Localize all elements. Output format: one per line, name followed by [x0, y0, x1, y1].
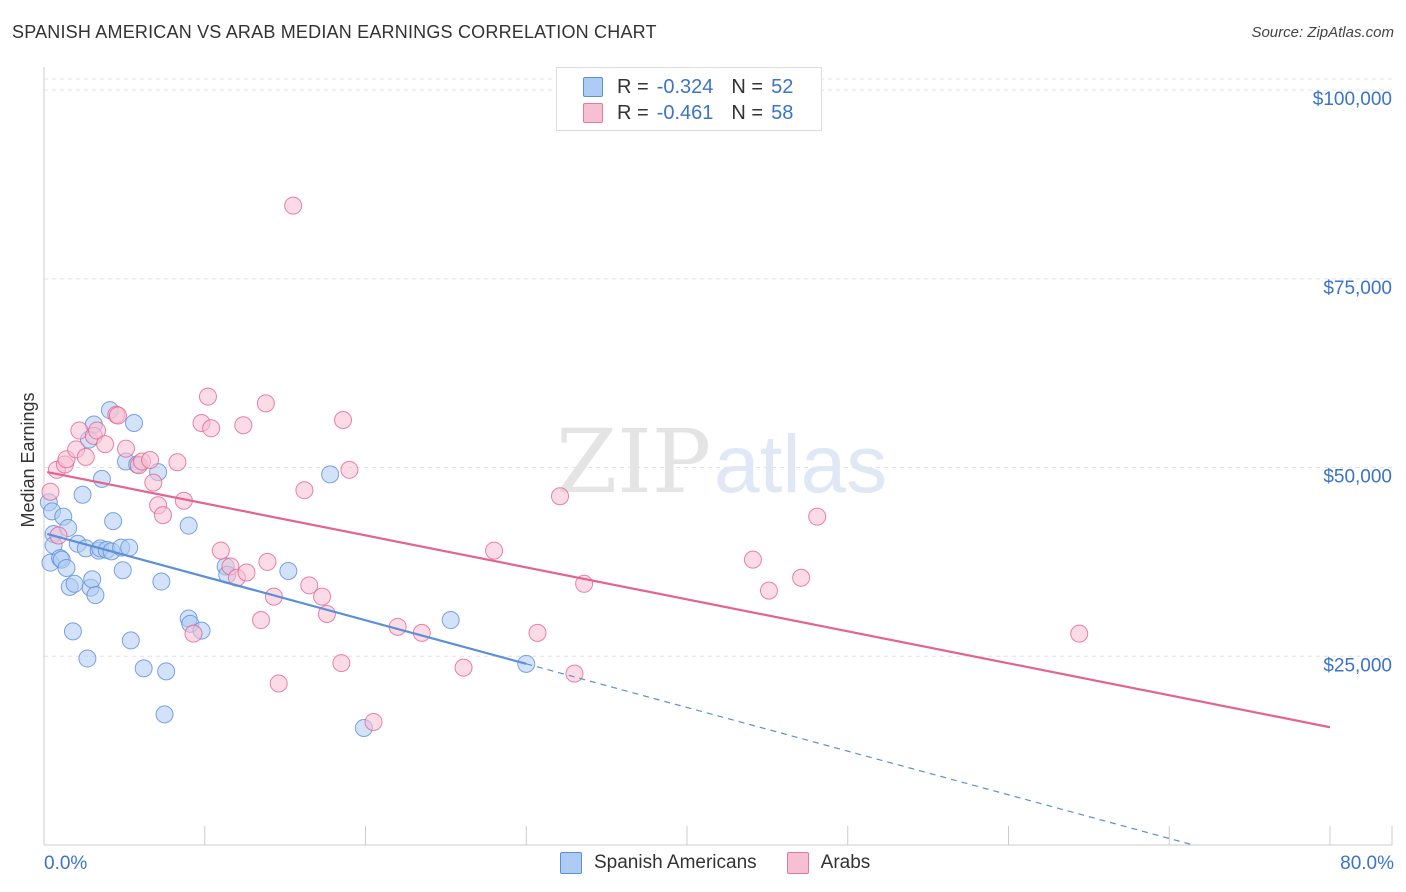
spanish-american-point	[125, 414, 144, 433]
spanish-american-point	[65, 574, 84, 593]
arab-point	[108, 406, 127, 425]
arab-point	[759, 581, 778, 600]
spanish-american-point	[121, 631, 140, 650]
arab-point	[256, 394, 275, 413]
arab-point	[141, 451, 160, 469]
arab-point	[284, 196, 303, 215]
y-tick-label: $50,000	[1323, 467, 1392, 488]
legend-label-arabs: Arabs	[820, 852, 871, 873]
points-layer	[39, 196, 1089, 737]
arab-point	[565, 664, 584, 683]
arab-trendline	[47, 470, 1331, 729]
x-tick-label: 80.0%	[1340, 853, 1394, 874]
spanish-american-point	[86, 586, 105, 605]
arab-point	[454, 658, 473, 677]
watermark: ZIP atlas	[556, 410, 887, 513]
spanish-american-point	[152, 572, 171, 591]
legend-n-label: N =	[731, 101, 764, 124]
spanish-american-trendline-extension	[526, 663, 1194, 846]
watermark-atlas: atlas	[714, 419, 887, 510]
spanish-american-point	[73, 485, 92, 504]
chart-title: SPANISH AMERICAN VS ARAB MEDIAN EARNINGS…	[12, 22, 657, 42]
legend-swatch-arabs	[583, 103, 603, 123]
arab-point	[792, 568, 811, 587]
arab-point	[300, 576, 319, 595]
arab-point	[76, 447, 95, 466]
arab-point	[295, 481, 314, 500]
arab-point	[485, 541, 504, 560]
arab-point	[313, 587, 332, 606]
legend-swatch-spanish-americans	[583, 77, 603, 97]
y-tick-label: $75,000	[1323, 278, 1392, 299]
legend-r-value: -0.461	[656, 101, 714, 124]
spanish-american-point	[57, 558, 76, 577]
spanish-american-point	[321, 465, 340, 484]
arab-point	[184, 624, 203, 643]
legend-item-spanish-americans[interactable]: Spanish Americans	[560, 852, 757, 874]
x-tick-label: 0.0%	[44, 853, 87, 874]
legend-r-label: R =	[617, 75, 649, 98]
spanish-american-point	[78, 649, 97, 668]
arab-point	[551, 487, 570, 506]
arab-point	[234, 416, 253, 435]
arab-point	[258, 552, 277, 571]
legend-n-label: N =	[731, 75, 764, 98]
arab-point	[269, 674, 288, 693]
spanish-american-point	[113, 561, 132, 580]
arab-point	[528, 623, 547, 642]
spanish-american-point	[157, 662, 176, 681]
arab-point	[168, 453, 187, 472]
trend-layer	[46, 470, 1331, 846]
arab-point	[116, 439, 135, 458]
arab-point	[144, 473, 163, 492]
arab-point	[364, 712, 383, 731]
source-label: Source: ZipAtlas.com	[1251, 24, 1394, 41]
spanish-american-point	[104, 512, 123, 531]
legend-row-arabs: R = -0.461 N = 58	[583, 101, 793, 125]
axis-layer	[43, 67, 1393, 846]
label-layer: $25,000 $50,000 $75,000 $100,000 0.0% 80.0% Me…	[18, 89, 1394, 874]
arab-point	[41, 482, 60, 501]
arab-point	[333, 410, 352, 429]
y-axis-title: Median Earnings	[18, 392, 38, 527]
spanish-american-point	[83, 570, 102, 589]
spanish-american-point	[63, 622, 82, 641]
legend-n-value: 52	[771, 75, 794, 98]
spanish-american-point	[441, 611, 460, 630]
legend-label-spanish-americans: Spanish Americans	[594, 852, 757, 873]
watermark-zip: ZIP	[556, 410, 711, 513]
arab-point	[743, 550, 762, 569]
arab-point	[237, 563, 256, 582]
legend-swatch-arabs	[786, 852, 809, 874]
spanish-american-point	[279, 561, 298, 580]
legend-item-arabs[interactable]: Arabs	[786, 852, 871, 874]
arab-point	[340, 460, 359, 479]
legend-r-value: -0.324	[656, 75, 714, 98]
spanish-american-point	[179, 516, 198, 535]
legend-row-spanish-americans: R = -0.324 N = 52	[583, 75, 793, 99]
arab-point	[332, 654, 351, 673]
arab-point	[202, 419, 221, 438]
y-tick-label: $100,000	[1313, 89, 1392, 110]
arab-point	[211, 541, 230, 560]
arab-point	[88, 421, 107, 440]
correlation-legend: R = -0.324 N = 52 R = -0.461 N = 58	[556, 67, 822, 131]
legend-r-label: R =	[617, 101, 649, 124]
arab-point	[252, 611, 271, 630]
arab-point	[153, 506, 172, 525]
spanish-american-trendline	[46, 532, 527, 665]
arab-point	[1070, 624, 1089, 643]
legend-swatch-spanish-americans	[560, 852, 582, 874]
series-legend: Spanish Americans Arabs	[560, 852, 900, 874]
arab-point	[198, 387, 217, 406]
arab-point	[808, 507, 827, 526]
spanish-american-point	[155, 705, 174, 724]
arab-point	[96, 435, 115, 454]
spanish-american-point	[134, 659, 153, 678]
y-tick-label: $25,000	[1323, 655, 1392, 676]
legend-n-value: 58	[771, 101, 794, 124]
